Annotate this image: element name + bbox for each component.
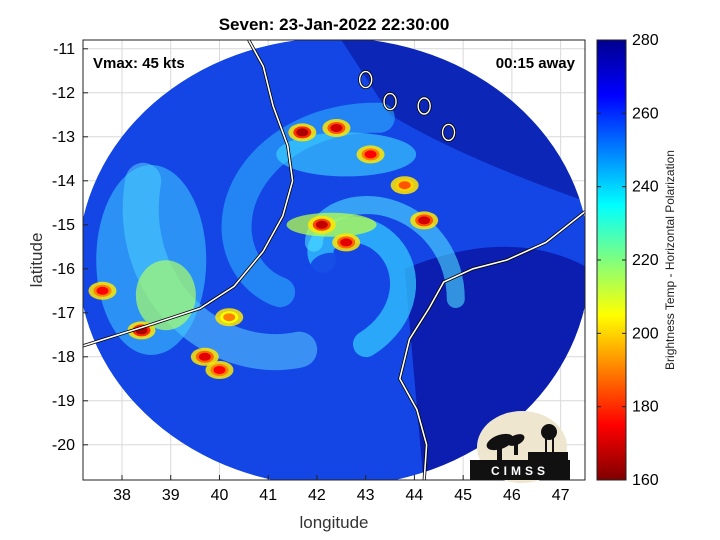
y-tick-label: -18 (52, 349, 75, 366)
x-axis-ticks: 38 39 40 41 42 43 44 45 46 47 (113, 475, 570, 504)
x-tick-label: 46 (503, 487, 521, 504)
cimss-logo: CIMSS (470, 411, 570, 483)
x-tick-label: 42 (308, 487, 326, 504)
cold-spot (398, 181, 411, 190)
y-axis-ticks: -11 -12 -13 -14 -15 -16 -17 -18 -19 -20 (52, 41, 88, 454)
colorbar-tick-label: 180 (632, 399, 659, 416)
west-band-core (135, 260, 196, 331)
x-tick-label: 45 (454, 487, 472, 504)
y-axis-label: latitude (27, 233, 46, 288)
x-tick-label: 41 (259, 487, 277, 504)
y-tick-label: -15 (52, 217, 75, 234)
logo-banner (470, 460, 570, 480)
colorbar-label: Brightness Temp - Horizontal Polarizatio… (663, 150, 677, 370)
colorbar-tick-label: 160 (632, 472, 659, 489)
north-band (276, 132, 417, 177)
cold-spot (418, 216, 431, 225)
cold-spot (315, 220, 328, 229)
island (417, 97, 431, 115)
coastlines (83, 40, 585, 480)
chart-title: Seven: 23-Jan-2022 22:30:00 (219, 15, 450, 34)
coastline-east (398, 210, 585, 480)
cold-spot (96, 286, 109, 295)
cold-spot (296, 128, 309, 137)
x-tick-label: 38 (113, 487, 131, 504)
y-tick-label: -17 (52, 305, 75, 322)
colorbar-tick-label: 200 (632, 325, 659, 342)
x-tick-label: 47 (552, 487, 570, 504)
colorbar-tick-label: 220 (632, 252, 659, 269)
y-tick-label: -11 (53, 41, 75, 58)
x-tick-label: 39 (162, 487, 180, 504)
cold-spots (88, 119, 439, 379)
time-offset-annotation: 00:15 away (496, 55, 576, 72)
y-tick-label: -20 (52, 437, 75, 454)
y-tick-label: -13 (52, 129, 75, 146)
x-axis-label: longitude (299, 513, 368, 532)
colorbar (596, 39, 627, 481)
y-tick-label: -12 (52, 85, 75, 102)
x-tick-label: 43 (357, 487, 375, 504)
coastline-west (83, 40, 294, 347)
cold-spot (213, 366, 226, 374)
cold-spot (223, 313, 236, 322)
logo-text: CIMSS (491, 464, 549, 478)
island (358, 70, 373, 89)
colorbar-tick-label: 240 (632, 179, 659, 196)
x-tick-label: 40 (211, 487, 229, 504)
island (441, 123, 456, 142)
colorbar-tick-label: 280 (632, 32, 659, 49)
cold-spot (198, 352, 211, 361)
cold-spot (364, 150, 377, 159)
island (383, 92, 397, 111)
x-tick-label: 44 (406, 487, 424, 504)
cold-spot (340, 238, 353, 247)
y-tick-label: -16 (52, 261, 75, 278)
vmax-annotation: Vmax: 45 kts (93, 55, 185, 72)
y-tick-label: -14 (52, 173, 75, 190)
cold-spot (330, 124, 343, 132)
colorbar-ticks: 160 180 200 220 240 260 280 (597, 32, 659, 489)
plot-frame (82, 39, 586, 481)
colorbar-tick-label: 260 (632, 105, 659, 122)
y-tick-label: -19 (52, 393, 75, 410)
plot-area (83, 40, 585, 480)
storm-eye (309, 252, 354, 285)
